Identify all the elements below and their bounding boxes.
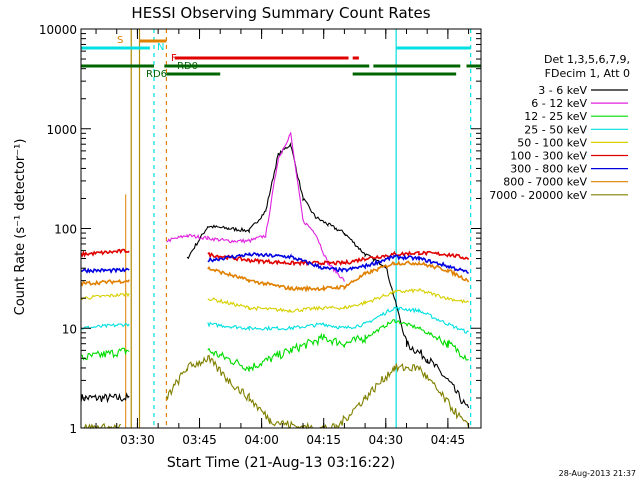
x-tick-label: 03:30 <box>120 433 155 447</box>
x-tick-label: 03:45 <box>182 433 217 447</box>
series-line-5 <box>80 287 470 314</box>
series-line-7 <box>80 252 469 274</box>
generation-timestamp: 28-Aug-2013 21:37 <box>559 469 636 478</box>
axes: 1 10 100 1000 10000 03:30 03:45 04:00 04:15 04:30… <box>39 23 482 447</box>
chart-title: HESSI Observing Summary Count Rates <box>131 4 430 22</box>
legend-label-5: 50 - 100 keV <box>517 136 587 149</box>
x-tick-label: 04:15 <box>306 433 341 447</box>
series-line-2 <box>166 132 345 282</box>
y-axis-label: Count Rate (s⁻¹ detector⁻¹) <box>13 139 28 316</box>
flag-label-s: S <box>117 35 123 46</box>
legend-label-9: 7000 - 20000 keV <box>489 189 587 202</box>
x-tick-label: 04:30 <box>368 433 403 447</box>
legend-label-2: 6 - 12 keV <box>531 97 587 110</box>
flag-label-n: N <box>157 42 164 53</box>
flag-label-f: F <box>171 53 177 64</box>
legend-header-line-1: Det 1,3,5,6,7,9, <box>544 53 630 66</box>
y-tick-label: 100 <box>54 223 77 237</box>
legend-header-line-2: FDecim 1, Att 0 <box>545 67 630 80</box>
flag-label-rd0: RD0 <box>177 61 198 72</box>
legend-label-3: 12 - 25 keV <box>524 110 587 123</box>
y-tick-label: 10000 <box>39 23 77 37</box>
y-tick-label: 10 <box>62 322 77 336</box>
y-tick-label: 1000 <box>46 123 77 137</box>
series-line-6 <box>80 248 470 267</box>
series-line-3 <box>80 319 469 372</box>
plot-area <box>80 29 472 430</box>
x-tick-label: 04:00 <box>244 433 279 447</box>
x-axis-label: Start Time (21-Aug-13 03:16:22) <box>167 455 395 471</box>
y-tick-label: 1 <box>69 422 77 436</box>
series-line-8 <box>80 259 470 293</box>
flag-label-rd6: RD6 <box>146 69 167 80</box>
series-line-1 <box>80 141 470 409</box>
legend-label-6: 100 - 300 keV <box>510 150 587 163</box>
legend-label-4: 25 - 50 keV <box>524 123 587 136</box>
legend-label-8: 800 - 7000 keV <box>503 176 587 189</box>
x-tick-label: 04:45 <box>431 433 466 447</box>
legend: Det 1,3,5,6,7,9, FDecim 1, Att 0 3 - 6 k… <box>489 53 630 202</box>
legend-label-7: 300 - 800 keV <box>510 163 587 176</box>
legend-label-1: 3 - 6 keV <box>538 84 587 97</box>
